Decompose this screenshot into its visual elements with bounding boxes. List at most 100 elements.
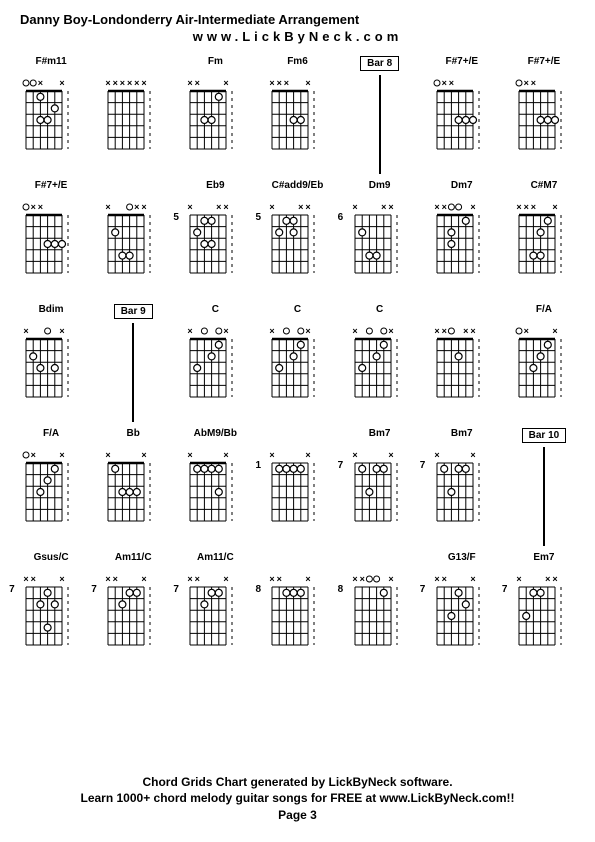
chord-diagram: ×××7 bbox=[183, 566, 247, 664]
bar-marker: Bar 8 bbox=[341, 56, 419, 174]
svg-text:×: × bbox=[59, 326, 64, 336]
svg-text:×: × bbox=[306, 202, 311, 212]
chord-name: Fm6 bbox=[287, 56, 308, 70]
fret-number: 6 bbox=[338, 212, 344, 223]
svg-text:×: × bbox=[441, 574, 446, 584]
svg-text:×: × bbox=[523, 326, 528, 336]
chord-diagram: ××7 bbox=[348, 442, 412, 540]
chord-name: Bm7 bbox=[451, 428, 473, 442]
svg-text:×: × bbox=[531, 202, 536, 212]
svg-text:×: × bbox=[217, 202, 222, 212]
chord-cell: Fm××× bbox=[176, 56, 254, 174]
svg-text:×: × bbox=[127, 78, 132, 88]
fret-number: 8 bbox=[338, 584, 344, 595]
svg-text:×: × bbox=[359, 574, 364, 584]
fret-number: 5 bbox=[255, 212, 261, 223]
svg-text:×: × bbox=[142, 202, 147, 212]
footer-line2: Learn 1000+ chord melody guitar songs fo… bbox=[0, 790, 595, 807]
svg-text:×: × bbox=[299, 202, 304, 212]
svg-text:×: × bbox=[38, 78, 43, 88]
bar-marker: Bar 9 bbox=[94, 304, 172, 422]
fret-number: 8 bbox=[255, 584, 261, 595]
svg-text:×: × bbox=[352, 450, 357, 460]
song-title: Danny Boy-Londonderry Air-Intermediate A… bbox=[20, 12, 575, 27]
fret-number: 7 bbox=[420, 584, 426, 595]
svg-text:×: × bbox=[270, 202, 275, 212]
chord-cell: Dm7××× bbox=[423, 180, 501, 298]
svg-text:×: × bbox=[120, 78, 125, 88]
svg-text:×: × bbox=[59, 78, 64, 88]
chord-diagram: ×××7 bbox=[430, 566, 494, 664]
svg-text:×: × bbox=[134, 78, 139, 88]
svg-text:×: × bbox=[388, 450, 393, 460]
chord-diagram: ×××8 bbox=[265, 566, 329, 664]
svg-text:×: × bbox=[106, 202, 111, 212]
chord-name: Bdim bbox=[39, 304, 64, 318]
chord-diagram: ×× bbox=[19, 318, 83, 416]
chord-cell: Bm7××7 bbox=[423, 428, 501, 546]
svg-text:×: × bbox=[388, 574, 393, 584]
svg-text:×: × bbox=[470, 326, 475, 336]
fret-number: 7 bbox=[9, 584, 15, 595]
chord-cell: ××× bbox=[94, 180, 172, 298]
svg-text:×: × bbox=[352, 326, 357, 336]
svg-text:×: × bbox=[441, 326, 446, 336]
fret-number: 1 bbox=[255, 460, 261, 471]
footer: Chord Grids Chart generated by LickByNec… bbox=[0, 774, 595, 824]
chord-cell: AbM9/Bb×× bbox=[176, 428, 254, 546]
chord-cell: F#7+/E××× bbox=[505, 56, 583, 174]
svg-text:×: × bbox=[434, 574, 439, 584]
svg-text:×: × bbox=[381, 202, 386, 212]
bar-label: Bar 10 bbox=[522, 428, 567, 443]
footer-line1: Chord Grids Chart generated by LickByNec… bbox=[0, 774, 595, 791]
chord-cell: C#add9/Eb×××5 bbox=[258, 180, 336, 298]
svg-text:×: × bbox=[470, 202, 475, 212]
chord-cell: F/A×× bbox=[505, 304, 583, 422]
svg-text:×: × bbox=[284, 78, 289, 88]
chord-diagram: ×× bbox=[19, 442, 83, 540]
fret-number: 7 bbox=[420, 460, 426, 471]
svg-text:×: × bbox=[441, 202, 446, 212]
chord-diagram: ×××8 bbox=[348, 566, 412, 664]
svg-text:×: × bbox=[434, 326, 439, 336]
fret-number: 5 bbox=[173, 212, 179, 223]
chord-name: Fm bbox=[208, 56, 223, 70]
chord-diagram: ×× bbox=[265, 318, 329, 416]
chord-diagram: ×× bbox=[512, 318, 576, 416]
svg-text:×: × bbox=[306, 78, 311, 88]
svg-text:×: × bbox=[277, 78, 282, 88]
chord-cell: Bm7××7 bbox=[341, 428, 419, 546]
svg-text:×: × bbox=[31, 574, 36, 584]
fret-number: 7 bbox=[173, 584, 179, 595]
svg-text:×: × bbox=[106, 450, 111, 460]
svg-text:×: × bbox=[552, 574, 557, 584]
chord-cell: F#7+/E××× bbox=[423, 56, 501, 174]
chord-name: C bbox=[294, 304, 301, 318]
chord-name: AbM9/Bb bbox=[194, 428, 237, 442]
chord-diagram: ××× bbox=[101, 194, 165, 292]
svg-text:×: × bbox=[23, 574, 28, 584]
svg-text:×: × bbox=[188, 574, 193, 584]
chord-cell: Gsus/C×××7 bbox=[12, 552, 90, 670]
chord-name: Am11/C bbox=[197, 552, 234, 566]
chord-cell: Dm9×××6 bbox=[341, 180, 419, 298]
chord-diagram: ×× bbox=[183, 318, 247, 416]
chord-cell: ×××××× bbox=[94, 56, 172, 174]
fret-number: 7 bbox=[502, 584, 508, 595]
svg-text:×: × bbox=[113, 78, 118, 88]
chord-name: F/A bbox=[536, 304, 552, 318]
chord-diagram: ××× bbox=[19, 194, 83, 292]
chord-diagram: ××× bbox=[430, 194, 494, 292]
chord-cell: F#m11×× bbox=[12, 56, 90, 174]
svg-text:×: × bbox=[31, 202, 36, 212]
chord-diagram: ××× bbox=[183, 70, 247, 168]
header: Danny Boy-Londonderry Air-Intermediate A… bbox=[0, 0, 595, 52]
svg-text:×: × bbox=[434, 450, 439, 460]
svg-text:×: × bbox=[188, 326, 193, 336]
svg-text:×: × bbox=[449, 78, 454, 88]
chord-name: Gsus/C bbox=[34, 552, 69, 566]
svg-text:×: × bbox=[270, 574, 275, 584]
chord-cell: ×××8 bbox=[341, 552, 419, 670]
svg-text:×: × bbox=[224, 78, 229, 88]
chord-cell: Am11/C×××7 bbox=[176, 552, 254, 670]
